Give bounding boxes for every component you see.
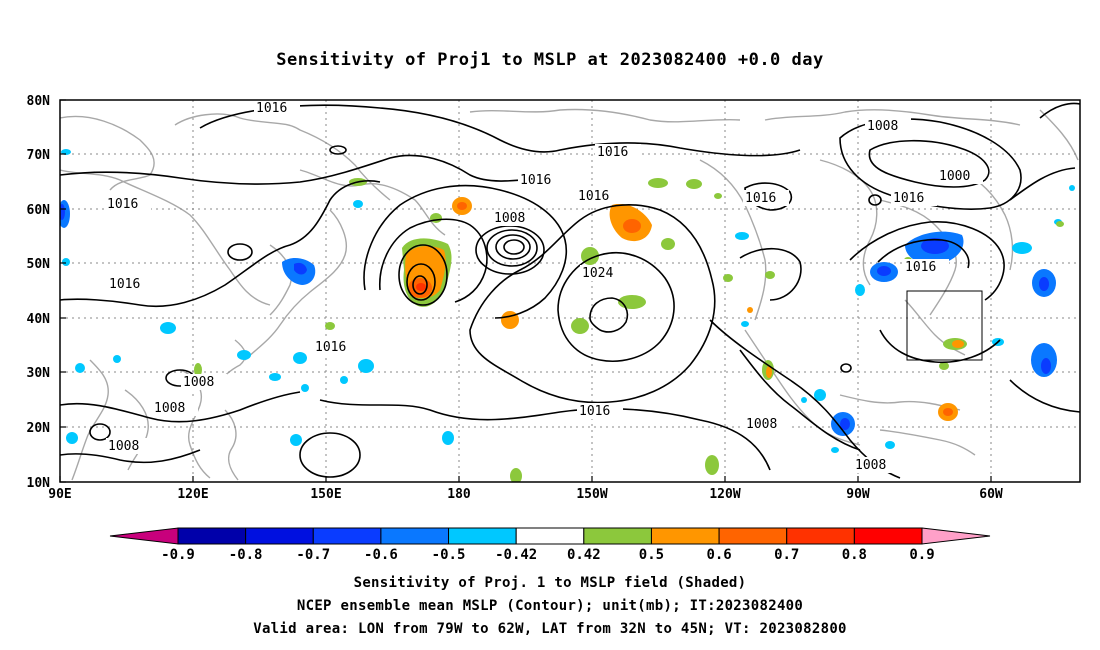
contour-label: 1000 — [939, 169, 970, 184]
footer-contour-description: NCEP ensemble mean MSLP (Contour); unit(… — [296, 598, 804, 614]
contour-label: 1016 — [109, 277, 140, 292]
contour-label: 1016 — [893, 191, 924, 206]
colorbar-label: 0.8 — [842, 547, 867, 563]
footer-shading-description: Sensitivity of Proj. 1 to MSLP field (Sh… — [353, 575, 747, 591]
colorbar-swatch — [312, 527, 382, 545]
contour-label: 1008 — [183, 375, 214, 390]
lat-label: 50N — [27, 257, 51, 272]
lat-label: 60N — [27, 203, 51, 218]
contour-label: 1016 — [520, 173, 551, 188]
colorbar-label: -0.5 — [432, 547, 466, 563]
lon-label: 90W — [846, 487, 870, 502]
colorbar-low-triangle — [109, 527, 179, 545]
contour-label: 1008 — [108, 439, 139, 454]
contour-label: 1008 — [867, 119, 898, 134]
lat-label: 40N — [27, 312, 51, 327]
colorbar-swatch — [718, 527, 788, 545]
valid-area-box — [906, 290, 983, 361]
colorbar-label: -0.8 — [229, 547, 263, 563]
plot-frame — [59, 99, 1081, 483]
lon-label: 150E — [310, 487, 341, 502]
map-plot-area: 1016 1016 1016 1016 1008 1016 1000 1016 … — [60, 100, 1080, 482]
contour-label: 1016 — [905, 260, 936, 275]
colorbar-swatch — [177, 527, 247, 545]
colorbar: -0.9 -0.8 -0.7 -0.6 -0.5 -0.42 0.42 0.5 0.6 0.7 0.… — [109, 527, 991, 563]
lat-label: 70N — [27, 148, 51, 163]
colorbar-label: -0.6 — [364, 547, 398, 563]
contour-label: 1008 — [494, 211, 525, 226]
colorbar-label: 0.7 — [774, 547, 799, 563]
contour-label: 1016 — [107, 197, 138, 212]
colorbar-swatch — [448, 527, 517, 545]
colorbar-label: -0.9 — [161, 547, 195, 563]
lat-label: 80N — [27, 94, 51, 109]
colorbar-swatch — [380, 527, 450, 545]
latitude-axis — [60, 99, 66, 483]
colorbar-swatch — [853, 527, 923, 545]
contour-label: 1016 — [256, 101, 287, 116]
lon-label: 90E — [48, 487, 71, 502]
colorbar-label: 0.42 — [567, 547, 601, 563]
lat-label: 20N — [27, 421, 51, 436]
colorbar-swatch — [583, 527, 652, 545]
colorbar-swatch — [515, 527, 585, 545]
colorbar-swatch — [245, 527, 314, 545]
longitude-axis — [59, 476, 992, 482]
contour-label: 1016 — [597, 145, 628, 160]
colorbar-swatch — [650, 527, 720, 545]
footer-valid-area: Valid area: LON from 79W to 62W, LAT fro… — [253, 621, 847, 637]
lon-label: 120E — [177, 487, 208, 502]
longitude-labels: 90E 120E 150E 180 150W 120W 90W 60W — [48, 487, 1003, 502]
lat-label: 10N — [27, 476, 51, 491]
latitude-labels: 80N 70N 60N 50N 40N 30N 20N 10N — [27, 94, 51, 491]
lon-label: 180 — [447, 487, 471, 502]
contour-label: 1008 — [746, 417, 777, 432]
contour-labels: 1016 1016 1016 1016 1008 1016 1000 1016 … — [105, 100, 983, 473]
colorbar-label: 0.6 — [706, 547, 731, 563]
contour-label: 1016 — [578, 189, 609, 204]
contour-label: 1008 — [855, 458, 886, 473]
colorbar-swatch — [786, 527, 855, 545]
lon-label: 120W — [709, 487, 740, 502]
lat-label: 30N — [27, 366, 51, 381]
map-title: Sensitivity of Proj1 to MSLP at 20230824… — [276, 50, 824, 70]
colorbar-high-triangle — [921, 527, 991, 545]
lon-label: 60W — [979, 487, 1003, 502]
grid-lines — [60, 100, 1080, 482]
contour-label: 1008 — [154, 401, 185, 416]
contour-label: 1016 — [579, 404, 610, 419]
contour-label: 1016 — [745, 191, 776, 206]
mslp-contours — [60, 102, 1080, 479]
contour-label: 1024 — [582, 266, 613, 281]
colorbar-label: 0.5 — [639, 547, 664, 563]
colorbar-label: -0.42 — [495, 547, 537, 563]
colorbar-label: -0.7 — [296, 547, 330, 563]
colorbar-label: 0.9 — [909, 547, 934, 563]
lon-label: 150W — [576, 487, 607, 502]
contour-label: 1016 — [315, 340, 346, 355]
